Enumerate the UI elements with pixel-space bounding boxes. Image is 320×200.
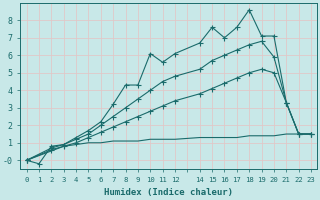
X-axis label: Humidex (Indice chaleur): Humidex (Indice chaleur): [104, 188, 233, 197]
